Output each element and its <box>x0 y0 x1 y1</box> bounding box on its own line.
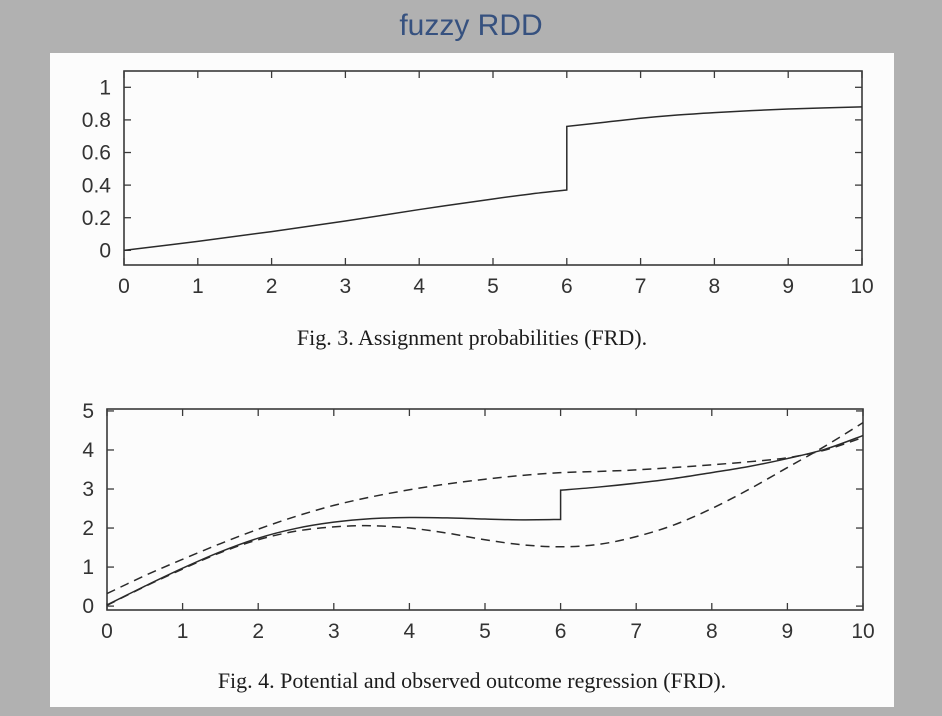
fig4-x-ticks <box>106 409 864 610</box>
fig4-series-observed-outcome <box>106 434 864 606</box>
fig4-x-tick-labels: 0 1 2 3 4 5 6 7 8 9 10 <box>101 620 875 643</box>
fig3-x-ticks <box>123 71 863 265</box>
svg-text:10: 10 <box>851 620 874 643</box>
svg-text:5: 5 <box>82 400 94 423</box>
fig4-series-treated-potential-outcome <box>106 436 864 595</box>
svg-text:7: 7 <box>635 275 647 298</box>
svg-text:2: 2 <box>82 517 94 540</box>
fig4-y-tick-labels: 0 1 2 3 4 5 <box>82 400 94 618</box>
svg-text:4: 4 <box>82 439 94 462</box>
svg-text:7: 7 <box>630 620 642 643</box>
fig3-caption: Fig. 3. Assignment probabilities (FRD). <box>296 325 648 350</box>
svg-text:9: 9 <box>782 620 794 643</box>
svg-text:10: 10 <box>850 275 873 298</box>
fig3-series-assignment-probability <box>123 106 863 252</box>
fig4-y-ticks <box>107 410 863 607</box>
fig3-assignment-probabilities-chart: 0 1 2 3 4 5 6 7 8 9 10 0 0.2 0.4 0.6 0.8 1 <box>82 70 874 298</box>
fig4-series-control-potential-outcome <box>106 422 864 606</box>
svg-text:1: 1 <box>177 620 189 643</box>
svg-text:3: 3 <box>340 275 352 298</box>
svg-text:2: 2 <box>252 620 264 643</box>
svg-text:0.6: 0.6 <box>82 142 111 165</box>
svg-text:3: 3 <box>328 620 340 643</box>
svg-text:0: 0 <box>82 595 94 618</box>
svg-text:1: 1 <box>99 76 111 99</box>
svg-text:9: 9 <box>782 275 794 298</box>
fig4-caption: Fig. 4. Potential and observed outcome r… <box>217 668 727 693</box>
svg-text:0: 0 <box>99 239 111 262</box>
svg-text:0.2: 0.2 <box>82 207 111 230</box>
svg-text:4: 4 <box>413 275 425 298</box>
svg-text:2: 2 <box>266 275 278 298</box>
svg-text:0: 0 <box>118 275 130 298</box>
content-panel: 0 1 2 3 4 5 6 7 8 9 10 0 0.2 0.4 0.6 0.8 1 Fig. 3. Assig… <box>50 53 894 707</box>
svg-text:6: 6 <box>555 620 567 643</box>
fig3-x-tick-labels: 0 1 2 3 4 5 6 7 8 9 10 <box>118 275 874 298</box>
fig4-axis-frame <box>106 408 864 611</box>
svg-text:1: 1 <box>82 556 94 579</box>
svg-text:0: 0 <box>101 620 113 643</box>
svg-text:8: 8 <box>706 620 718 643</box>
svg-text:5: 5 <box>487 275 499 298</box>
fig3-y-tick-labels: 0 0.2 0.4 0.6 0.8 1 <box>82 76 112 262</box>
fig3-y-ticks <box>124 86 862 251</box>
svg-text:0.4: 0.4 <box>82 174 112 197</box>
svg-text:8: 8 <box>709 275 721 298</box>
svg-text:6: 6 <box>561 275 573 298</box>
svg-text:0.8: 0.8 <box>82 109 111 132</box>
fig4-outcome-regression-chart: 0 1 2 3 4 5 6 7 8 9 10 0 1 2 3 4 5 <box>82 400 875 643</box>
svg-text:4: 4 <box>404 620 416 643</box>
svg-text:5: 5 <box>479 620 491 643</box>
slide-title: fuzzy RDD <box>399 9 543 42</box>
svg-text:3: 3 <box>82 478 94 501</box>
svg-text:1: 1 <box>192 275 204 298</box>
